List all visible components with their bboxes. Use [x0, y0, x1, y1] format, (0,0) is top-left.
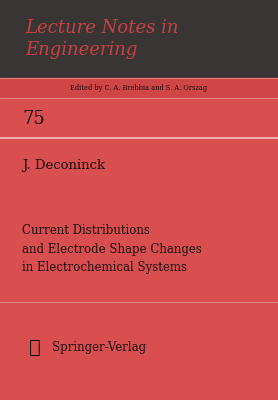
Text: Edited by C. A. Brebbia and S. A. Orszag: Edited by C. A. Brebbia and S. A. Orszag [70, 84, 208, 92]
Text: Springer-Verlag: Springer-Verlag [52, 342, 146, 354]
Text: Current Distributions: Current Distributions [22, 224, 150, 236]
Text: J. Deconinck: J. Deconinck [22, 158, 105, 172]
Bar [0, 78, 278, 98]
Bar [0, 0, 278, 78]
Text: and Electrode Shape Changes: and Electrode Shape Changes [22, 242, 202, 256]
Text: ❦: ❦ [29, 339, 41, 357]
Text: in Electrochemical Systems: in Electrochemical Systems [22, 262, 187, 274]
Text: 75: 75 [22, 110, 45, 128]
Text: Lecture Notes in
Engineering: Lecture Notes in Engineering [25, 19, 178, 59]
